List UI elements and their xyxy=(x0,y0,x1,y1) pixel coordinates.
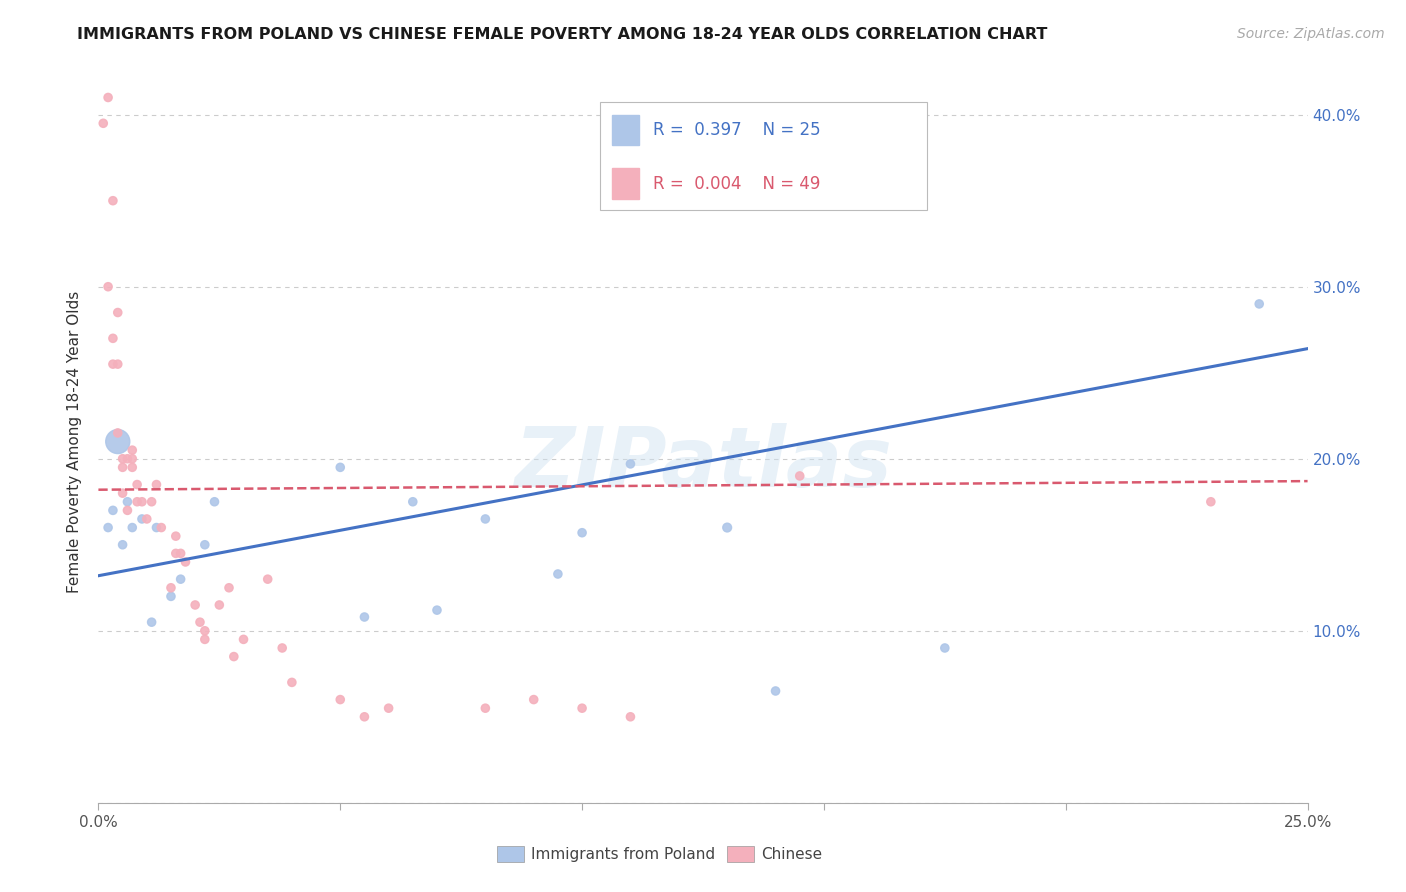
Text: Source: ZipAtlas.com: Source: ZipAtlas.com xyxy=(1237,27,1385,41)
Text: ZIPatlas: ZIPatlas xyxy=(515,423,891,504)
Point xyxy=(117,503,139,517)
Point xyxy=(619,710,641,724)
Point xyxy=(765,684,787,698)
Text: Immigrants from Poland: Immigrants from Poland xyxy=(531,847,716,862)
Point xyxy=(107,305,129,319)
Point xyxy=(169,572,191,586)
Point xyxy=(131,512,153,526)
Point xyxy=(165,529,187,543)
Point xyxy=(1199,494,1222,508)
Point xyxy=(91,116,114,130)
Point xyxy=(117,451,139,466)
Point xyxy=(547,567,569,582)
Point xyxy=(117,494,139,508)
Point xyxy=(97,279,120,293)
Point xyxy=(184,598,207,612)
Point xyxy=(121,520,143,534)
Point xyxy=(101,357,124,371)
Point xyxy=(188,615,211,630)
Point xyxy=(121,451,143,466)
Point xyxy=(194,624,217,638)
Point xyxy=(256,572,278,586)
Point xyxy=(111,451,134,466)
Point xyxy=(127,477,149,491)
Text: R =  0.004    N = 49: R = 0.004 N = 49 xyxy=(654,175,821,193)
Point xyxy=(571,525,593,540)
Point xyxy=(121,443,143,458)
Point xyxy=(474,512,496,526)
Point xyxy=(145,477,167,491)
FancyBboxPatch shape xyxy=(613,115,638,145)
Point xyxy=(174,555,197,569)
Point xyxy=(141,494,163,508)
Point xyxy=(135,512,157,526)
Point xyxy=(107,434,129,449)
Point xyxy=(377,701,399,715)
Point xyxy=(716,520,738,534)
Point xyxy=(426,603,449,617)
Point xyxy=(523,692,546,706)
Text: R =  0.397    N = 25: R = 0.397 N = 25 xyxy=(654,121,821,139)
FancyBboxPatch shape xyxy=(727,847,754,862)
Point xyxy=(271,640,294,655)
FancyBboxPatch shape xyxy=(600,102,927,211)
Point xyxy=(127,494,149,508)
Point xyxy=(97,520,120,534)
Y-axis label: Female Poverty Among 18-24 Year Olds: Female Poverty Among 18-24 Year Olds xyxy=(67,291,83,592)
Point xyxy=(141,615,163,630)
Point xyxy=(222,649,245,664)
Point xyxy=(789,469,811,483)
Point xyxy=(145,520,167,534)
Text: IMMIGRANTS FROM POLAND VS CHINESE FEMALE POVERTY AMONG 18-24 YEAR OLDS CORRELATI: IMMIGRANTS FROM POLAND VS CHINESE FEMALE… xyxy=(77,27,1047,42)
Point xyxy=(329,692,352,706)
Point xyxy=(204,494,226,508)
Point xyxy=(131,494,153,508)
Point xyxy=(101,503,124,517)
Point xyxy=(402,494,425,508)
Point xyxy=(111,486,134,500)
FancyBboxPatch shape xyxy=(613,169,638,199)
Text: Chinese: Chinese xyxy=(761,847,823,862)
Point xyxy=(218,581,240,595)
Point xyxy=(101,194,124,208)
Point xyxy=(97,90,120,104)
Point xyxy=(165,546,187,560)
Point xyxy=(208,598,231,612)
Point xyxy=(107,357,129,371)
Point xyxy=(160,590,183,604)
Point xyxy=(619,457,641,471)
Point xyxy=(121,460,143,475)
Point xyxy=(194,538,217,552)
Point xyxy=(353,610,375,624)
Point xyxy=(281,675,304,690)
Point xyxy=(329,460,352,475)
Point xyxy=(111,538,134,552)
Point xyxy=(194,632,217,647)
Point xyxy=(1249,297,1271,311)
Point xyxy=(934,640,956,655)
Point xyxy=(353,710,375,724)
FancyBboxPatch shape xyxy=(498,847,524,862)
Point xyxy=(160,581,183,595)
Point xyxy=(571,701,593,715)
Point xyxy=(101,331,124,345)
Point xyxy=(474,701,496,715)
Point xyxy=(111,460,134,475)
Point xyxy=(169,546,191,560)
Point xyxy=(150,520,173,534)
Point xyxy=(232,632,254,647)
Point xyxy=(107,425,129,440)
